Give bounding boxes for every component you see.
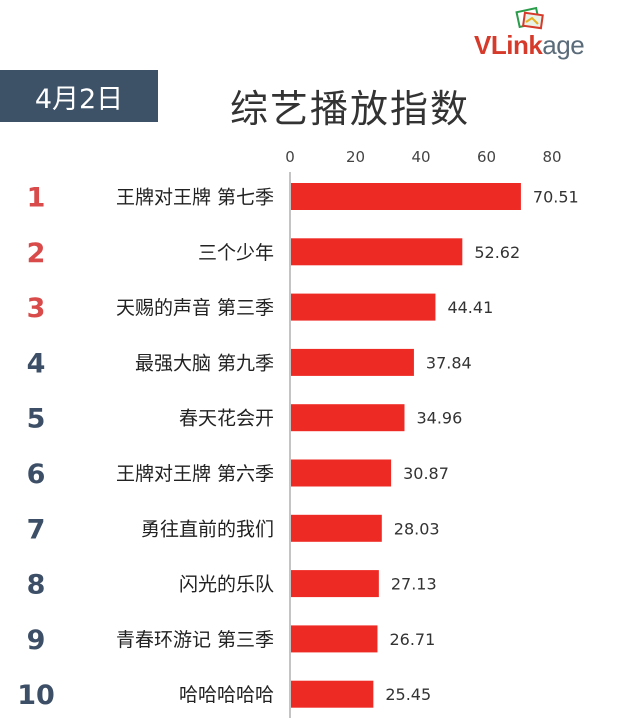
category-label: 王牌对王牌 第七季 [116,187,274,209]
logo-mark-icon [515,6,544,30]
rank-number: 2 [27,238,46,269]
bar [291,348,414,376]
value-label: 44.41 [447,298,493,317]
value-label: 30.87 [403,464,449,483]
x-tick-label: 40 [411,148,430,166]
value-label: 37.84 [426,353,472,372]
x-tick-label: 20 [346,148,365,166]
value-label: 25.45 [385,685,431,704]
bar [291,680,374,708]
x-tick-label: 0 [285,148,295,166]
category-label: 三个少年 [198,242,274,264]
logo-text-v: V [474,30,491,60]
category-label: 王牌对王牌 第六季 [116,463,274,485]
rank-number: 1 [27,183,46,214]
value-label: 70.51 [533,188,579,207]
chart-title: 综艺播放指数 [230,87,471,131]
bar [291,183,521,210]
value-label: 27.13 [391,575,437,594]
rank-number: 9 [27,625,46,656]
category-label: 勇往直前的我们 [141,518,274,540]
category-label: 天赐的声音 第三季 [116,297,274,319]
bar [291,625,378,653]
x-tick-label: 80 [542,148,561,166]
rank-number: 4 [27,348,46,379]
rank-number: 8 [27,570,46,601]
category-label: 哈哈哈哈哈 [179,684,274,706]
logo-text: VLinkage [474,30,585,61]
date-badge: 4月2日 [0,70,158,122]
bar [291,514,382,542]
bar [291,293,436,321]
rank-number: 10 [17,680,55,711]
vlinkage-logo: VLinkage [474,6,634,66]
bar [291,570,379,598]
rank-number: 5 [27,404,46,435]
rank-number: 7 [27,514,46,545]
category-label: 闪光的乐队 [179,574,274,596]
logo-text-age: age [542,30,585,60]
value-label: 28.03 [394,519,440,538]
value-label: 34.96 [416,409,462,428]
rank-number: 3 [27,293,46,324]
logo-text-link: Link [490,30,543,60]
category-label: 春天花会开 [179,408,274,430]
bar [291,238,463,266]
value-label: 26.71 [389,630,435,649]
rank-number: 6 [27,459,46,490]
bar [291,404,405,432]
x-tick-label: 60 [477,148,496,166]
category-label: 最强大脑 第九季 [135,352,274,374]
bar [291,459,392,487]
category-label: 青春环游记 第三季 [116,629,274,651]
value-label: 52.62 [474,243,520,262]
